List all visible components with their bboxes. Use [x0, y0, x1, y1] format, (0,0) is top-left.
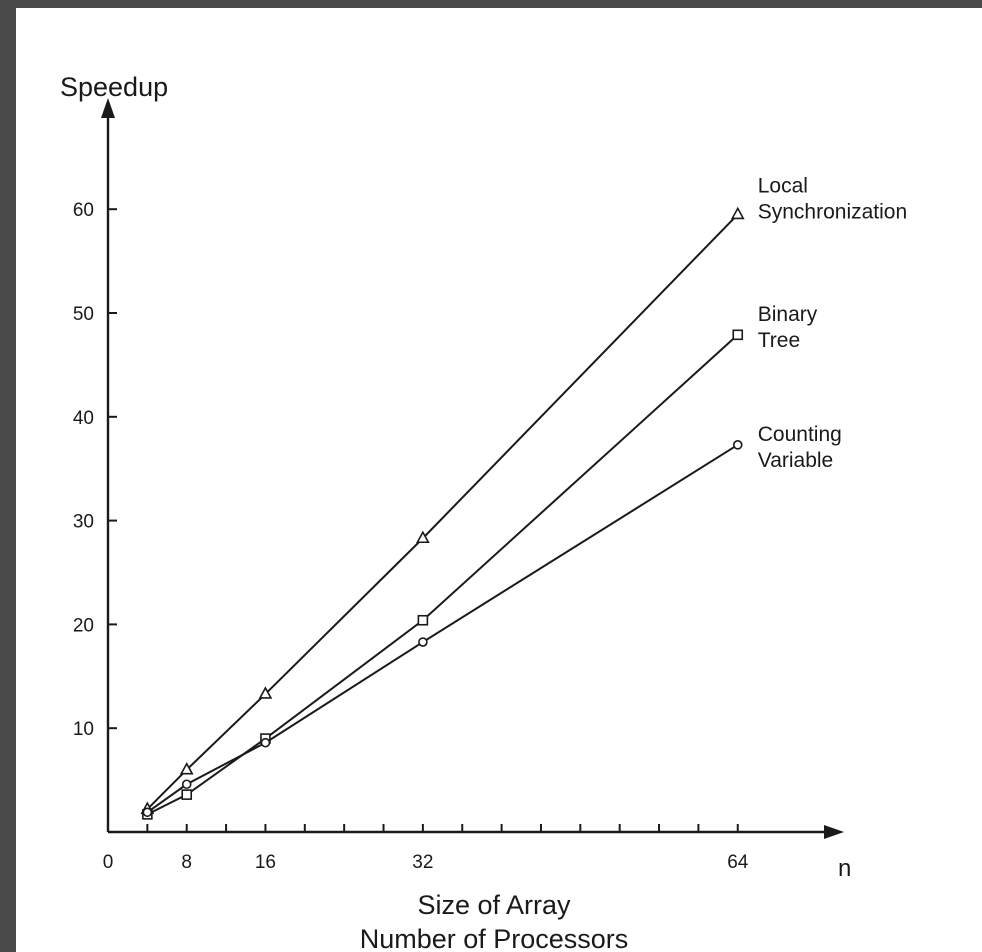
- y-tick-label: 50: [73, 304, 94, 325]
- data-point-triangle: [730, 206, 745, 220]
- series-label-square: Binary: [758, 303, 818, 326]
- x-axis-title-line1: Size of Array: [417, 890, 571, 920]
- series-line-triangle: [146, 213, 739, 810]
- data-point-square: [181, 789, 193, 800]
- y-tick-label: 60: [73, 200, 94, 221]
- series-line-square: [146, 334, 739, 816]
- y-axis-arrow: [101, 98, 115, 118]
- data-point-circle: [142, 807, 153, 818]
- y-tick-label: 20: [73, 615, 94, 636]
- y-tick-label: 40: [73, 408, 94, 429]
- speedup-chart: 10 20 30 40 50 60 0 8 16 32 64 Speedup n Size of Arra…: [60, 72, 907, 952]
- series-label-triangle: Synchronization: [758, 200, 907, 223]
- y-tick-label: 30: [73, 512, 94, 533]
- data-point-circle: [732, 440, 743, 450]
- x-tick-label: 16: [255, 852, 276, 873]
- y-tick-label: 10: [73, 719, 94, 740]
- x-axis-arrow: [824, 825, 844, 839]
- x-tick-label: 32: [412, 852, 433, 873]
- data-point-circle: [181, 779, 192, 790]
- data-point-triangle: [179, 762, 194, 775]
- chart-page: 10 20 30 40 50 60 0 8 16 32 64 Speedup n Size of Arra…: [16, 8, 982, 952]
- data-point-square: [417, 614, 429, 626]
- x-axis-title-line2: Number of Processors: [360, 924, 629, 952]
- x-axis-symbol: n: [838, 855, 851, 882]
- x-tick-label: 0: [103, 852, 114, 873]
- series-label-circle: Counting: [758, 423, 842, 446]
- data-point-circle: [418, 637, 428, 647]
- y-axis-title: Speedup: [60, 72, 168, 102]
- data-point-square: [732, 329, 744, 341]
- data-point-circle: [260, 737, 271, 748]
- series-line-circle: [146, 443, 739, 814]
- data-point-triangle: [258, 686, 273, 699]
- series-label-circle: Variable: [758, 449, 834, 472]
- series-label-square: Tree: [758, 329, 800, 352]
- series-label-triangle: Local: [758, 174, 808, 197]
- x-tick-label: 8: [181, 852, 192, 873]
- data-point-triangle: [416, 530, 430, 544]
- x-tick-label: 64: [727, 852, 749, 873]
